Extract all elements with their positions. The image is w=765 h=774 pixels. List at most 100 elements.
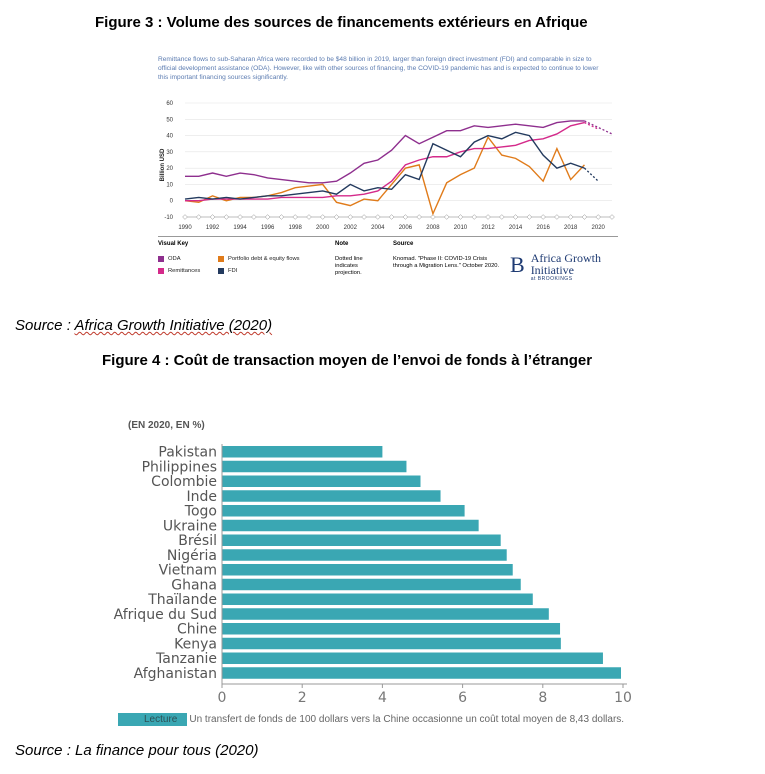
category-label: Nigéria — [167, 548, 217, 564]
figure3-source: Source : Africa Growth Initiative (2020) — [15, 317, 272, 334]
x-axis-marker — [237, 214, 243, 220]
bar — [222, 652, 603, 664]
bar — [222, 564, 513, 576]
x-axis-marker — [251, 214, 257, 220]
x-tick-label: 1994 — [233, 225, 247, 231]
x-axis: 1990 1992 1994 1996 1998 2000 2002 2004 2006 2008… — [178, 214, 615, 231]
x-axis-marker — [416, 214, 422, 220]
figure4-title: Figure 4 : Coût de transaction moyen de … — [102, 352, 593, 369]
lecture-text: Un transfert de fonds de 100 dollars ver… — [189, 714, 625, 725]
x-tick-label: 2008 — [426, 225, 440, 231]
source-name: Africa Growth Initiative (2020) — [74, 317, 273, 334]
x-axis-marker — [457, 214, 464, 220]
x-axis-marker — [347, 214, 354, 220]
x-axis-marker — [264, 214, 271, 220]
series-line-portfolio-debt-equity-flows — [184, 135, 585, 216]
bar — [222, 490, 441, 502]
legend-label: Portfolio debt & equity flows — [228, 256, 300, 262]
y-tick-label: 10 — [166, 182, 173, 188]
fdi-swatch — [218, 268, 224, 274]
bar — [222, 460, 407, 473]
x-tick-label: 2002 — [344, 225, 358, 231]
visual-key-legend: ODA Portfolio debt & equity flows Remitt… — [158, 256, 328, 274]
y-axis-ticks: 60 50 40 30 20 10 0 -10 — [164, 101, 173, 221]
category-label: Afghanistan — [134, 666, 217, 682]
x-axis-marker — [567, 214, 574, 220]
bar — [222, 505, 465, 517]
bar — [222, 667, 621, 679]
africa-growth-initiative-logo: B Africa Growth Initiative at BROOKINGS — [510, 252, 601, 282]
x-axis-marker — [512, 214, 519, 220]
x-axis-marker — [292, 214, 298, 220]
source-prefix: Source : — [15, 317, 75, 334]
x-axis-marker — [540, 214, 546, 220]
oda-swatch — [158, 256, 164, 262]
x-axis-marker — [485, 214, 491, 220]
legend-label: FDI — [228, 268, 238, 274]
y-tick-label: 30 — [166, 150, 173, 156]
x-axis-marker — [402, 214, 409, 220]
bar — [222, 593, 533, 605]
x-axis-marker — [581, 214, 588, 220]
x-axis-marker — [278, 214, 285, 220]
series-projection-fdi — [584, 167, 599, 182]
bar — [222, 578, 521, 591]
remittances-swatch — [158, 268, 164, 274]
x-axis-marker — [375, 214, 381, 220]
y-tick-label: 0 — [170, 199, 174, 205]
category-label: Afrique du Sud — [114, 607, 217, 623]
series-line-remittances — [185, 121, 585, 202]
x-axis-marker — [609, 214, 615, 220]
x-tick-label: 4 — [378, 690, 387, 706]
x-axis-marker — [526, 214, 533, 220]
key-divider — [158, 236, 618, 237]
bar — [222, 519, 479, 532]
chart-series — [184, 120, 613, 216]
logo-line-3: at BROOKINGS — [530, 276, 573, 282]
x-tick-label: 2010 — [454, 225, 468, 231]
x-axis-marker — [196, 214, 202, 220]
source-prefix: Source : — [15, 742, 76, 759]
chart-gridlines — [185, 102, 612, 218]
x-tick-label: 6 — [458, 690, 467, 706]
bar — [222, 534, 501, 546]
y-tick-label: 20 — [166, 166, 173, 172]
bars — [222, 446, 621, 679]
x-tick-label: 2012 — [481, 225, 495, 231]
bar — [222, 549, 507, 561]
category-label: Philippines — [142, 459, 217, 475]
legend-item-oda: ODA — [158, 256, 218, 262]
category-label: Ghana — [171, 577, 217, 593]
category-labels: PakistanPhilippinesColombieIndeTogoUkrai… — [114, 445, 217, 682]
bar — [222, 475, 421, 487]
y-tick-label: 60 — [166, 101, 173, 107]
category-label: Tanzanie — [155, 651, 217, 667]
x-axis-marker — [554, 214, 560, 220]
logo-line-2: Initiative — [530, 263, 575, 277]
logo-mark: B — [510, 252, 525, 277]
source-heading: Source — [393, 241, 414, 247]
x-tick-label: 1990 — [178, 225, 192, 231]
lecture-badge: Lecture — [118, 713, 188, 726]
x-tick-label: 2 — [298, 690, 307, 706]
legend-item-remittances: Remittances — [158, 268, 218, 274]
series-line-oda — [185, 120, 585, 184]
legend-label: Remittances — [168, 268, 201, 274]
x-tick-label: 1998 — [289, 225, 303, 231]
legend-label: ODA — [168, 256, 181, 262]
category-label: Brésil — [178, 533, 217, 549]
series-projection-oda — [584, 120, 613, 135]
figure4-source: Source : La finance pour tous (2020) — [15, 742, 259, 759]
x-axis-marker — [306, 214, 312, 220]
x-axis-marker — [333, 214, 340, 220]
x-axis-marker — [223, 214, 230, 220]
bar — [222, 608, 549, 620]
figure4-bar-chart: PakistanPhilippinesColombieIndeTogoUkrai… — [114, 444, 632, 706]
x-axis-marker — [361, 214, 367, 220]
note-heading: Note — [335, 241, 349, 247]
x-axis-marker — [430, 214, 436, 220]
note-text: Dotted line indicates projection. — [335, 256, 363, 276]
portfolio-swatch — [218, 256, 224, 262]
x-axis: 0 2 4 6 8 10 — [218, 444, 632, 706]
